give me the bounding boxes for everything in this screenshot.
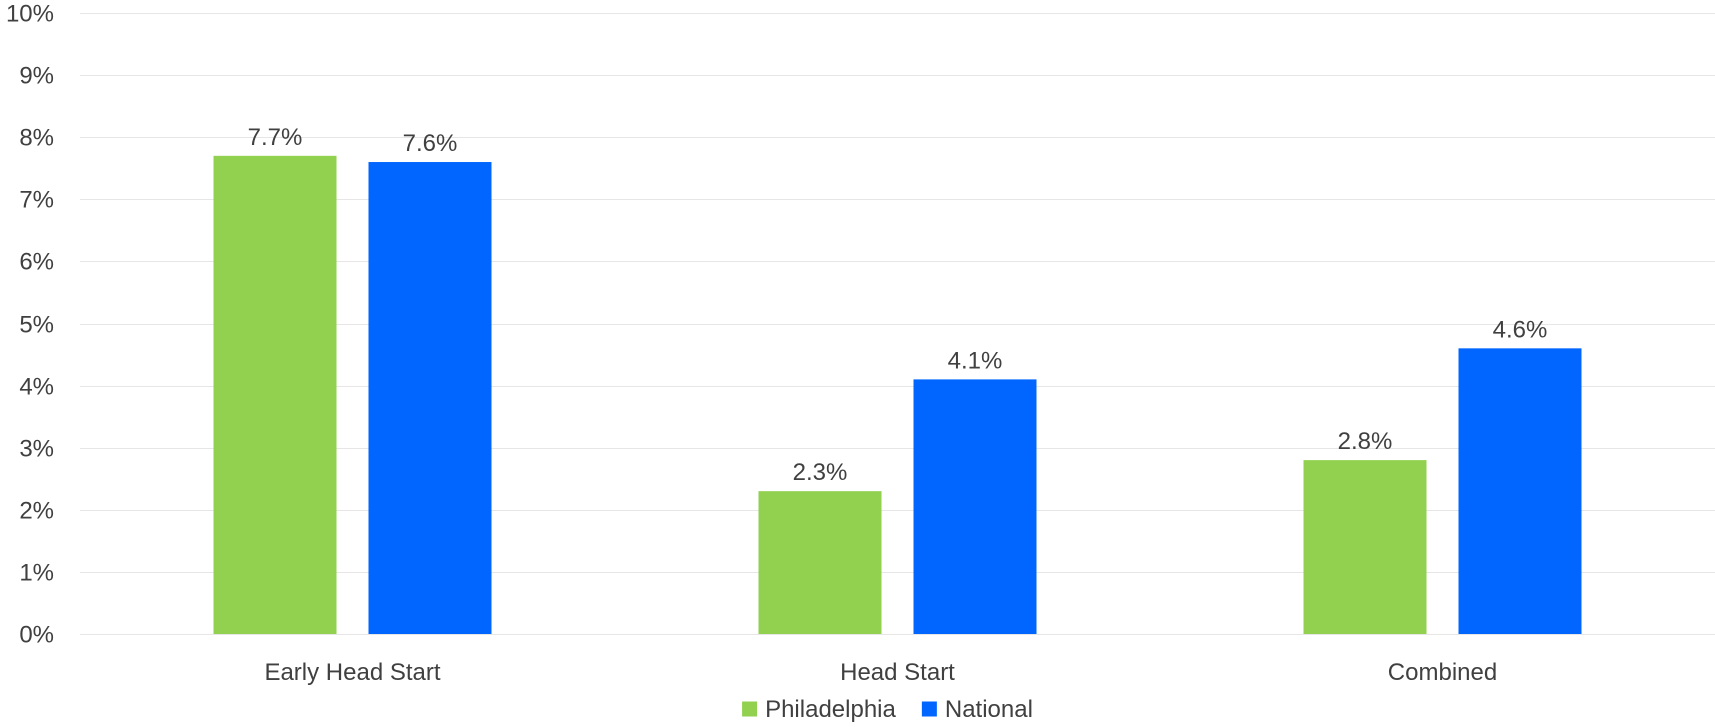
legend: Philadelphia National (742, 696, 1033, 723)
y-tick-label: 9% (19, 63, 54, 90)
y-tick-label: 7% (19, 187, 54, 214)
x-category-label: Early Head Start (264, 659, 440, 686)
y-tick-label: 0% (19, 622, 54, 649)
bar-philadelphia-2 (1303, 460, 1427, 634)
data-labels: 7.7% 7.6% 2.3% 4.1% 2.8% 4.6% (248, 124, 1548, 486)
x-axis-category-labels: Early Head Start Head Start Combined (264, 659, 1497, 686)
y-tick-label: 6% (19, 249, 54, 276)
x-category-label: Head Start (840, 659, 955, 686)
bar-philadelphia-1 (758, 491, 882, 634)
y-tick-label: 1% (19, 560, 54, 587)
bar-national-2 (1458, 348, 1582, 634)
data-label: 2.3% (793, 459, 848, 486)
data-label: 4.6% (1493, 316, 1548, 343)
data-label: 7.7% (248, 124, 303, 151)
data-label: 7.6% (403, 130, 458, 157)
bar-philadelphia-0 (213, 155, 337, 634)
y-tick-label: 3% (19, 436, 54, 463)
legend-label: National (945, 696, 1033, 723)
y-tick-label: 5% (19, 312, 54, 339)
y-tick-label: 8% (19, 125, 54, 152)
gridlines (80, 13, 1715, 635)
legend-item-philadelphia: Philadelphia (742, 696, 897, 723)
bar-national-0 (368, 162, 492, 635)
legend-swatch (921, 701, 937, 717)
legend-swatch (742, 701, 758, 717)
y-axis-tick-labels: 0% 1% 2% 3% 4% 5% 6% 7% 8% 9% 10% (6, 1, 54, 649)
legend-item-national: National (921, 696, 1033, 723)
y-tick-label: 10% (6, 1, 54, 28)
data-label: 2.8% (1338, 428, 1393, 455)
y-tick-label: 4% (19, 374, 54, 401)
legend-label: Philadelphia (765, 696, 896, 723)
bar-national-1 (913, 379, 1037, 634)
bars (213, 155, 1582, 635)
x-category-label: Combined (1388, 659, 1497, 686)
data-label: 4.1% (948, 347, 1003, 374)
y-tick-label: 2% (19, 498, 54, 525)
